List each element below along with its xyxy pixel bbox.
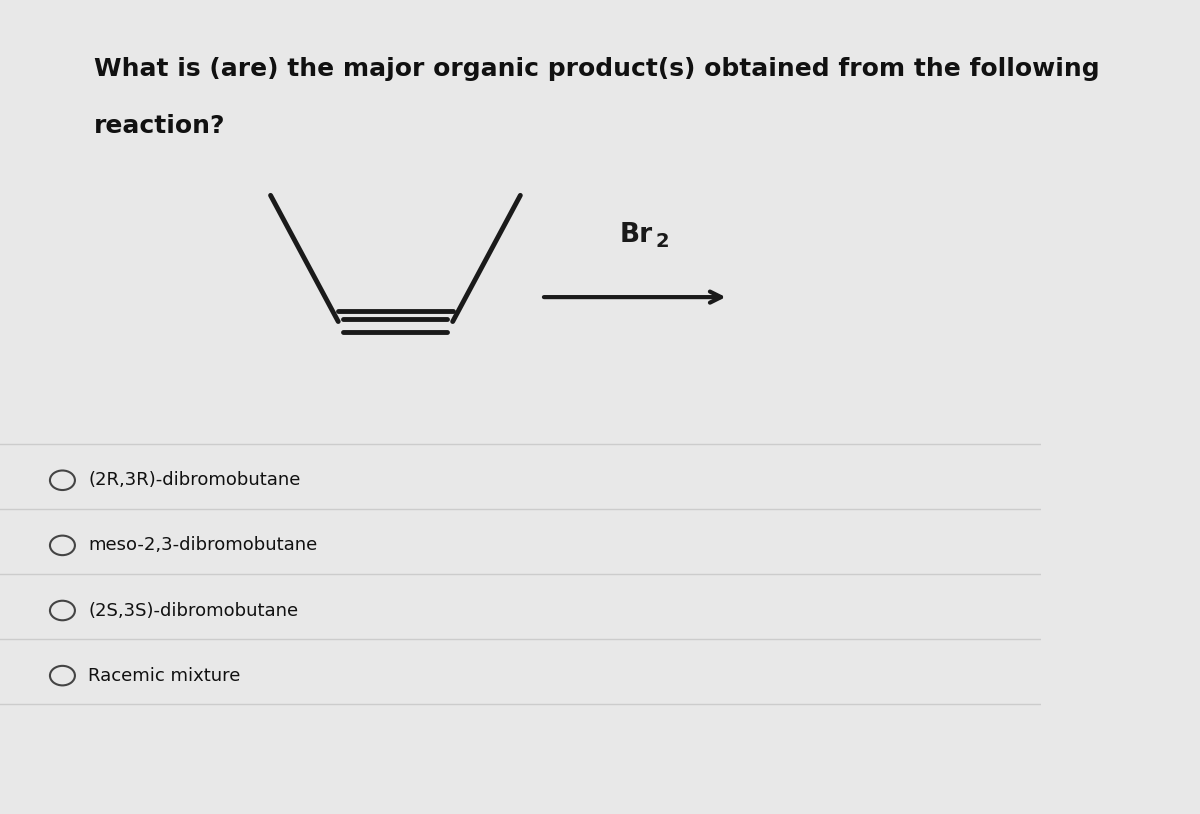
Text: meso-2,3-dibromobutane: meso-2,3-dibromobutane: [89, 536, 318, 554]
Text: What is (are) the major organic product(s) obtained from the following: What is (are) the major organic product(…: [94, 57, 1099, 81]
Text: (2S,3S)-dibromobutane: (2S,3S)-dibromobutane: [89, 602, 299, 619]
Text: Racemic mixture: Racemic mixture: [89, 667, 241, 685]
Text: Br: Br: [619, 222, 653, 248]
Text: (2R,3R)-dibromobutane: (2R,3R)-dibromobutane: [89, 471, 301, 489]
Text: reaction?: reaction?: [94, 114, 226, 138]
Text: 2: 2: [655, 232, 670, 251]
